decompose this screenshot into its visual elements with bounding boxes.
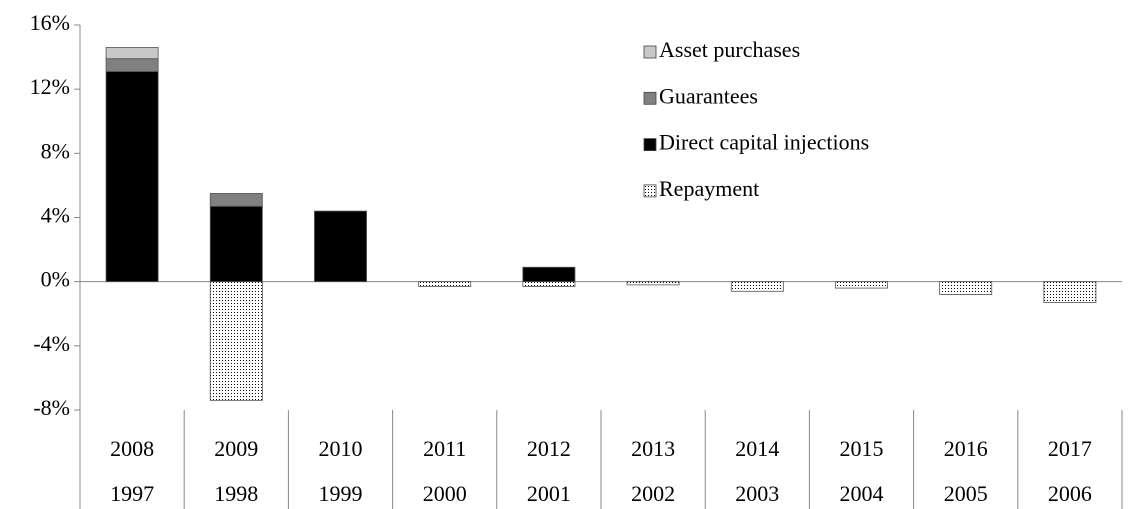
y-tick-label: 8% — [41, 138, 70, 163]
bar-segment — [1043, 281, 1097, 303]
legend-swatch — [643, 91, 657, 105]
legend-label: Repayment — [659, 176, 759, 201]
x-tick-label: 2014 — [735, 436, 779, 461]
y-tick-label: 12% — [30, 74, 70, 99]
x-tick-label: 2015 — [840, 436, 884, 461]
bar-segment — [105, 71, 159, 283]
bar-segment — [314, 210, 367, 283]
bar-segment — [522, 281, 576, 287]
bar-segment — [105, 47, 159, 60]
bar-segment — [209, 205, 263, 283]
bar-segment — [522, 266, 576, 283]
legend-label: Direct capital injections — [659, 130, 869, 155]
x-tick-label: 2006 — [1048, 481, 1092, 506]
y-tick-label: 4% — [41, 203, 70, 228]
y-tick-label: -8% — [33, 395, 70, 420]
x-tick-label: 2013 — [631, 436, 675, 461]
x-tick-label: 2016 — [944, 436, 988, 461]
x-tick-label: 2012 — [527, 436, 571, 461]
x-tick-label: 2002 — [631, 481, 675, 506]
x-tick-label: 2004 — [840, 481, 884, 506]
x-tick-label: 2017 — [1048, 436, 1092, 461]
x-tick-label: 2003 — [735, 481, 779, 506]
x-tick-label: 2010 — [319, 436, 363, 461]
y-tick-label: -4% — [33, 331, 70, 356]
x-tick-label: 2009 — [214, 436, 258, 461]
legend-swatch — [643, 45, 657, 59]
bar-segment — [105, 58, 159, 72]
bar-segment — [209, 281, 263, 401]
bar-segment — [835, 281, 888, 289]
x-tick-label: 1999 — [319, 481, 363, 506]
bar-segment — [626, 281, 680, 286]
x-tick-label: 2008 — [110, 436, 154, 461]
x-tick-label: 2000 — [423, 481, 467, 506]
legend-swatch — [643, 184, 657, 198]
legend-label: Asset purchases — [659, 37, 800, 62]
x-tick-label: 2001 — [527, 481, 571, 506]
legend-swatch — [643, 138, 657, 152]
x-tick-label: 2011 — [423, 436, 466, 461]
x-tick-label: 1997 — [110, 481, 154, 506]
bar-segment — [209, 193, 263, 207]
bar-segment — [730, 281, 784, 292]
bar-segment — [418, 281, 472, 287]
legend-label: Guarantees — [659, 83, 758, 108]
y-tick-label: 16% — [30, 10, 70, 35]
y-tick-label: 0% — [41, 267, 70, 292]
x-tick-label: 1998 — [214, 481, 258, 506]
bar-segment — [939, 281, 993, 295]
x-tick-label: 2005 — [944, 481, 988, 506]
